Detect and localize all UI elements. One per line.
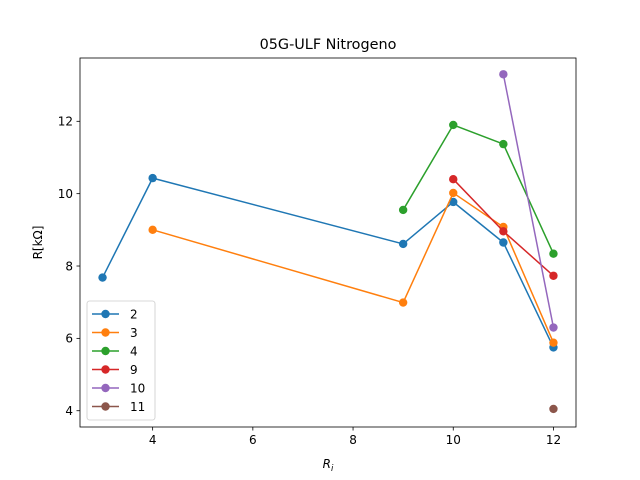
series-9 xyxy=(449,174,558,280)
y-tick-label: 12 xyxy=(58,115,73,129)
data-point xyxy=(148,173,157,183)
plot-frame xyxy=(79,57,577,428)
legend-marker xyxy=(101,309,110,319)
data-point xyxy=(449,174,458,184)
x-axis-label: Ri xyxy=(323,457,334,474)
x-tick-label: 12 xyxy=(546,433,561,447)
data-point xyxy=(549,338,558,347)
x-tick-label: 4 xyxy=(149,433,157,447)
data-point xyxy=(449,120,458,130)
data-point xyxy=(398,239,408,249)
legend-marker xyxy=(101,328,110,337)
data-point xyxy=(98,273,107,282)
legend-item: 2 xyxy=(92,307,138,321)
series-10 xyxy=(499,70,558,332)
data-point xyxy=(398,205,408,215)
legend-label: 3 xyxy=(130,326,138,340)
chart-title: 05G-ULF Nitrogeno xyxy=(260,37,397,53)
legend-label: 4 xyxy=(130,344,138,358)
data-point xyxy=(449,197,458,207)
legend-item: 4 xyxy=(92,344,138,358)
series-line xyxy=(101,177,555,348)
legend-marker xyxy=(101,402,110,411)
y-axis: 4 6 8 10 12 xyxy=(58,115,80,418)
data-point xyxy=(549,323,558,332)
data-point xyxy=(549,249,558,258)
legend: 2 3 4 9 10 11 xyxy=(86,300,156,421)
y-tick-label: 6 xyxy=(65,332,73,346)
legend-label: 2 xyxy=(130,307,138,321)
series-11 xyxy=(549,404,558,414)
plot-area xyxy=(80,58,576,427)
data-point xyxy=(398,298,408,307)
data-point xyxy=(449,188,458,198)
legend-item: 3 xyxy=(92,326,138,340)
x-tick-label: 6 xyxy=(249,433,257,447)
y-axis-label: R[kΩ] xyxy=(31,226,45,260)
series-3 xyxy=(148,188,558,347)
x-axis-label-sub: i xyxy=(331,464,334,474)
y-tick-label: 8 xyxy=(65,259,73,273)
x-tick-label: 8 xyxy=(349,433,357,447)
y-tick-label: 10 xyxy=(58,187,73,201)
data-point xyxy=(499,227,508,236)
legend-marker xyxy=(101,346,110,356)
data-point xyxy=(148,225,157,235)
data-point xyxy=(499,70,508,79)
legend-label: 10 xyxy=(130,381,145,395)
series-2 xyxy=(98,173,558,352)
data-point xyxy=(549,404,558,414)
legend-item: 9 xyxy=(92,363,138,377)
x-tick-label: 10 xyxy=(446,433,461,447)
legend-label: 11 xyxy=(130,400,145,414)
legend-item: 10 xyxy=(92,381,145,395)
data-point xyxy=(499,139,508,149)
data-point xyxy=(499,238,508,247)
x-axis-label-main: R xyxy=(323,457,331,471)
data-point xyxy=(549,271,558,280)
legend-item: 11 xyxy=(92,400,145,414)
series-group xyxy=(98,70,558,414)
legend-marker xyxy=(101,383,110,393)
x-axis: 4 6 8 10 12 xyxy=(149,427,561,447)
legend-label: 9 xyxy=(130,363,138,377)
series-line xyxy=(502,74,555,328)
legend-marker xyxy=(101,365,110,374)
y-tick-label: 4 xyxy=(65,404,73,418)
